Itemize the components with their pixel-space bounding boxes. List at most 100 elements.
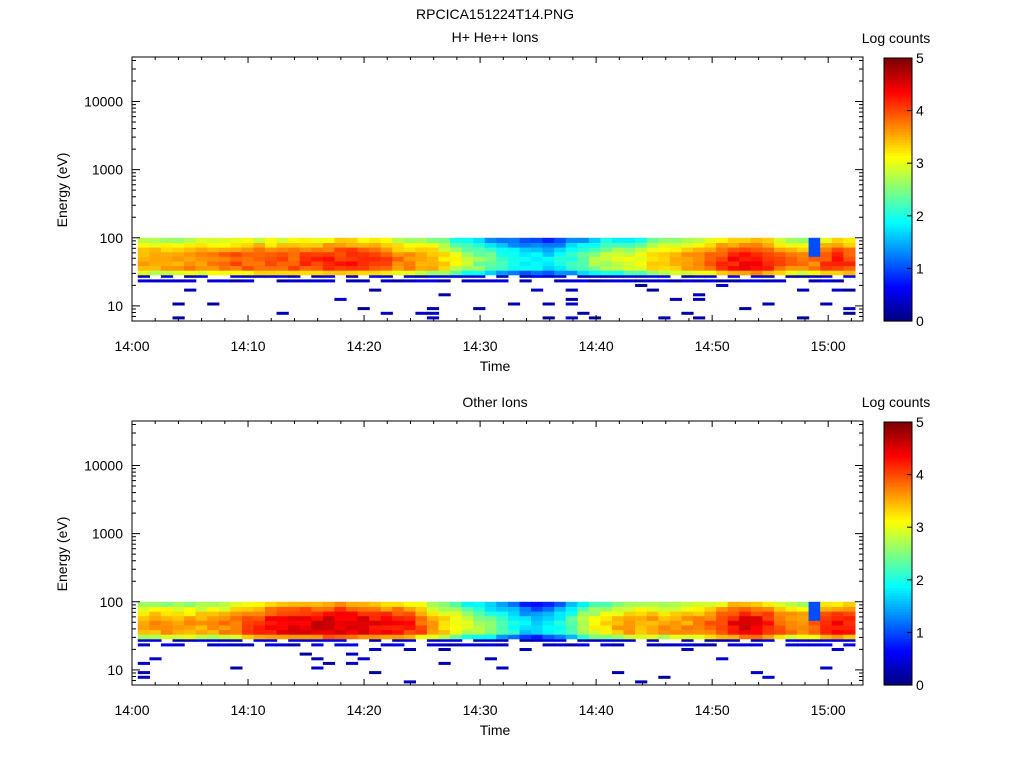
panel-bottom-colorbar-step: [884, 682, 912, 686]
panel-top-heat-cell: [531, 256, 544, 262]
panel-bottom-heat-cell: [797, 634, 810, 640]
panel-top-heat-cell: [380, 251, 393, 257]
panel-bottom-heat-cell: [357, 606, 370, 612]
panel-top-heat-cell: [588, 274, 602, 278]
panel-top-heat-cell: [588, 247, 602, 253]
panel-bottom-colorbar-step: [884, 635, 912, 639]
panel-top-heat-cell: [311, 242, 324, 248]
panel-bottom-heat-cell: [149, 657, 162, 661]
panel-bottom-heat-cell: [577, 638, 590, 642]
panel-top-heat-cell: [322, 251, 336, 257]
panel-bottom-heat-cell: [831, 606, 844, 612]
panel-bottom-colorbar-tick-label: 0: [916, 677, 924, 693]
panel-top-heat-cell: [241, 251, 255, 257]
panel-bottom-heat-cell: [195, 615, 208, 621]
panel-top-heat-cell: [450, 251, 463, 257]
panel-bottom-heat-cell: [704, 606, 717, 612]
panel-top-heat-cell: [693, 293, 706, 297]
panel-bottom-colorbar-step: [884, 640, 912, 644]
panel-bottom-heat-cell: [507, 624, 521, 631]
panel-top-colorbar-step: [884, 313, 912, 317]
panel-top-heat-cell: [704, 270, 717, 276]
panel-bottom-heat-cell: [843, 601, 856, 607]
panel-bottom-heat-cell: [380, 634, 393, 640]
panel-bottom-heat-cell: [588, 606, 602, 612]
panel-bottom-heat-cell: [554, 611, 567, 617]
panel-top-heat-cell: [681, 260, 694, 267]
panel-top-heat-cell: [403, 279, 416, 283]
panel-top-heat-cell: [681, 265, 694, 271]
panel-bottom-heat-cell: [681, 638, 694, 642]
panel-top-colorbar-step: [884, 152, 912, 156]
panel-top-heat-cell: [218, 279, 231, 283]
panel-bottom-heat-cell: [785, 634, 798, 640]
panel-bottom-heat-cell: [507, 601, 521, 607]
panel-bottom-heat-cell: [739, 629, 752, 635]
panel-top-heat-cell: [207, 279, 220, 283]
panel-top-colorbar-tick-label: 0: [916, 313, 924, 329]
panel-top-colorbar-step: [884, 168, 912, 172]
panel-top-heat-cell: [565, 316, 578, 320]
panel-top-heat-cell: [218, 256, 231, 262]
panel-top-heat-cell: [322, 270, 336, 276]
panel-top-heat-cell: [739, 237, 752, 243]
panel-bottom-heat-cell: [704, 643, 717, 647]
panel-top-heat-cell: [635, 251, 648, 257]
panel-top-heat-cell: [380, 260, 393, 267]
panel-bottom-heat-cell: [773, 629, 787, 635]
panel-bottom-heat-cell: [218, 629, 231, 635]
panel-top-heat-cell: [253, 242, 266, 248]
panel-bottom-heat-cell: [403, 601, 416, 607]
panel-top-heat-cell: [507, 265, 521, 271]
panel-bottom-heat-cell: [496, 601, 509, 607]
panel-top-heat-cell: [392, 279, 405, 283]
panel-top-heat-cell: [484, 270, 497, 276]
panel-top-colorbar-step: [884, 63, 912, 67]
panel-bottom-heat-cell: [727, 601, 740, 607]
panel-top-colorbar-step: [884, 228, 912, 233]
panel-bottom-colorbar-step: [884, 582, 912, 586]
panel-bottom-heat-cell: [322, 624, 336, 631]
panel-bottom-heat-cell: [311, 634, 324, 640]
panel-top-heat-cell: [612, 265, 625, 271]
panel-top-heat-cell: [276, 256, 289, 262]
panel-bottom-heat-cell: [843, 634, 856, 640]
panel-bottom-heat-cell: [461, 634, 474, 640]
panel-top-heat-cell: [473, 307, 486, 311]
panel-top-heat-cell: [265, 256, 278, 262]
panel-bottom-heat-cell: [253, 611, 266, 617]
panel-top-colorbar-step: [884, 115, 912, 120]
panel-bottom-heat-cell: [739, 624, 752, 631]
panel-top-heat-cell: [484, 237, 497, 243]
panel-bottom-heat-cell: [820, 638, 833, 642]
panel-bottom-heat-cell: [253, 615, 266, 621]
panel-bottom-heat-cell: [288, 606, 301, 612]
panel-top-heat-cell: [762, 274, 775, 278]
panel-bottom-heat-cell: [681, 624, 694, 631]
panel-top-heat-cell: [588, 279, 602, 283]
panel-bottom-colorbar-tick-label: 4: [916, 467, 924, 483]
panel-bottom-heat-cell: [392, 615, 405, 621]
panel-top-heat-cell: [519, 260, 532, 267]
panel-bottom-heat-cell: [635, 611, 648, 617]
panel-top-heat-cell: [554, 260, 567, 267]
panel-top-heat-cell: [577, 242, 590, 248]
panel-bottom-colorbar-step: [884, 521, 912, 526]
panel-bottom-heat-cell: [519, 624, 532, 631]
panel-top-heat-cell: [265, 274, 278, 278]
panel-bottom-heat-cell: [426, 620, 440, 626]
panel-top-heat-cell: [357, 237, 370, 243]
panel-top-heat-cell: [542, 251, 555, 257]
panel-bottom-heat-cell: [727, 606, 740, 612]
panel-top-heat-cell: [565, 288, 578, 292]
panel-top-heat-cell: [542, 260, 555, 267]
panel-bottom-heat-cell: [635, 615, 648, 621]
panel-top-colorbar-step: [884, 278, 912, 283]
panel-top-colorbar-step: [884, 234, 912, 238]
panel-top-heat-cell: [241, 274, 255, 278]
panel-top-heat-cell: [369, 274, 382, 278]
panel-top-heat-cell: [322, 274, 336, 278]
panel-top-heat-cell: [438, 256, 451, 262]
panel-top-heat-cell: [461, 256, 474, 262]
panel-bottom-heat-cell: [727, 643, 740, 647]
